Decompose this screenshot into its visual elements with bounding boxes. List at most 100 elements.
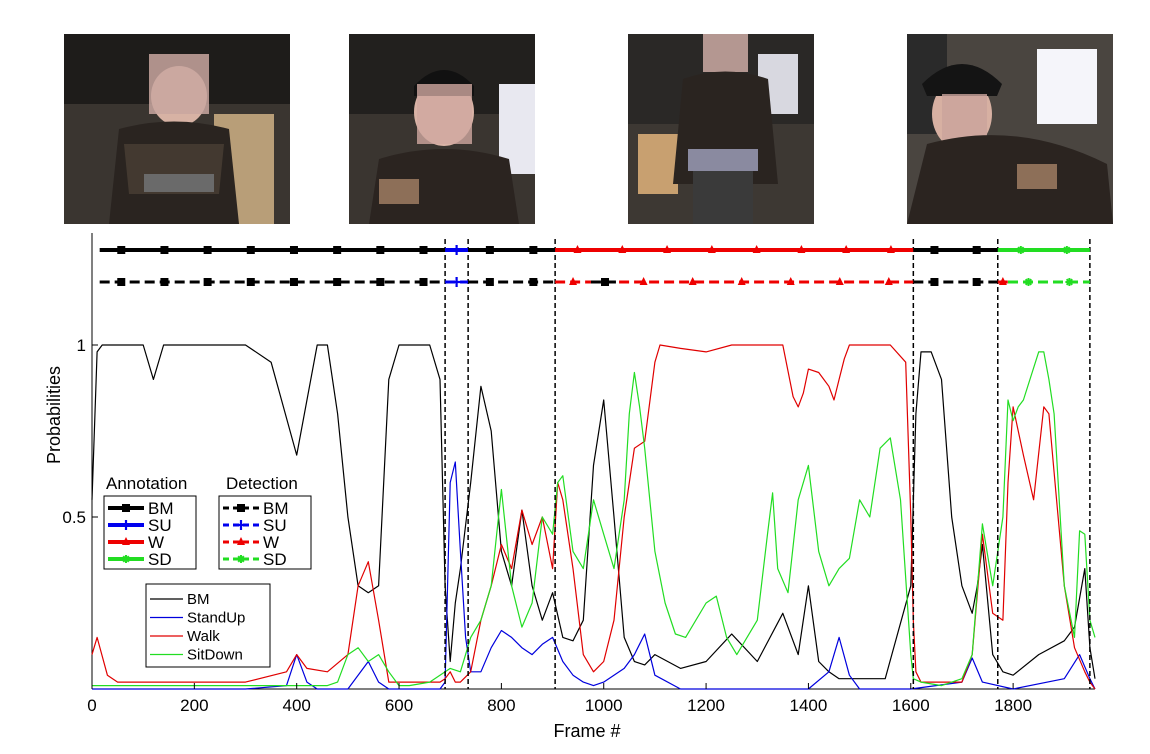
- frame-photo-2: [349, 34, 535, 224]
- x-tick-label: 800: [487, 696, 515, 715]
- series-legend-box: [145, 583, 271, 668]
- marker-square: [601, 278, 610, 286]
- marker-square: [485, 246, 494, 254]
- series-legend-label-sitdown: SitDown: [187, 647, 243, 664]
- x-axis-ticks: 0 200 400 600 800 1000 1200 1400 1600 1800: [87, 683, 1032, 715]
- series-line-standup: [92, 461, 1096, 690]
- marker-square: [376, 246, 385, 254]
- legend-label-sd: SD: [148, 550, 172, 569]
- marker-square: [246, 246, 255, 254]
- marker-square: [376, 278, 385, 286]
- marker-square: [160, 246, 169, 254]
- marker-triangle: [573, 245, 582, 253]
- marker-triangle: [886, 245, 895, 253]
- marker-triangle: [884, 277, 893, 285]
- marker-plus: [121, 520, 131, 530]
- marker-square: [160, 278, 169, 286]
- marker-triangle: [569, 277, 578, 285]
- legend-label-w: W: [148, 533, 164, 552]
- series-legend-label-walk: Walk: [187, 628, 220, 645]
- x-tick-label: 0: [87, 696, 96, 715]
- marker-square: [333, 246, 342, 254]
- marker-triangle: [752, 245, 761, 253]
- marker-square: [122, 504, 130, 512]
- annotation-detection-rows: [99, 245, 1090, 287]
- legend-label-bm: BM: [148, 499, 174, 518]
- x-tick-label: 1200: [687, 696, 725, 715]
- x-tick-label: 1800: [994, 696, 1032, 715]
- frame-photo-1: [64, 34, 290, 224]
- legend-detection-title: Detection: [226, 474, 298, 493]
- marker-plus: [236, 520, 246, 530]
- legend-label-bm: BM: [263, 499, 289, 518]
- marker-star: [1016, 246, 1025, 254]
- marker-square: [930, 278, 939, 286]
- marker-square: [333, 278, 342, 286]
- marker-square: [117, 246, 126, 254]
- marker-triangle: [707, 245, 716, 253]
- marker-triangle: [737, 277, 746, 285]
- series-line-sitdown: [92, 351, 1096, 687]
- marker-square: [419, 246, 428, 254]
- x-axis-title: Frame #: [553, 721, 620, 741]
- marker-triangle: [688, 277, 697, 285]
- marker-triangle: [618, 245, 627, 253]
- marker-star: [237, 555, 245, 563]
- marker-triangle: [835, 277, 844, 285]
- y-axis-title: Probabilities: [44, 366, 64, 464]
- marker-star: [122, 555, 130, 563]
- marker-square: [203, 246, 212, 254]
- legend-label-sd: SD: [263, 550, 287, 569]
- marker-square: [529, 246, 538, 254]
- marker-star: [1062, 246, 1071, 254]
- series-line-walk: [91, 344, 1096, 690]
- person-walking-photo-icon: [628, 34, 814, 224]
- marker-square: [485, 278, 494, 286]
- marker-square: [246, 278, 255, 286]
- marker-square: [930, 246, 939, 254]
- marker-square: [972, 278, 981, 286]
- series-legend-label-bm: BM: [187, 591, 210, 608]
- x-tick-label: 1600: [892, 696, 930, 715]
- marker-square: [419, 278, 428, 286]
- marker-triangle: [639, 277, 648, 285]
- marker-square: [289, 246, 298, 254]
- marker-star: [1024, 278, 1033, 286]
- marker-square: [117, 278, 126, 286]
- frame-photo-4: [907, 34, 1113, 224]
- marker-triangle: [786, 277, 795, 285]
- x-tick-label: 200: [180, 696, 208, 715]
- x-tick-label: 1000: [585, 696, 623, 715]
- y-tick-label: 0.5: [62, 508, 86, 527]
- x-tick-label: 400: [283, 696, 311, 715]
- marker-triangle: [122, 537, 130, 545]
- marker-plus: [451, 245, 462, 255]
- marker-triangle: [663, 245, 672, 253]
- marker-triangle: [842, 245, 851, 253]
- marker-triangle: [797, 245, 806, 253]
- series-line-bm: [91, 344, 1096, 680]
- person-sitting-down-photo-icon: [907, 34, 1113, 224]
- marker-plus: [451, 277, 462, 287]
- legend-annotation-title: Annotation: [106, 474, 187, 493]
- x-tick-label: 600: [385, 696, 413, 715]
- marker-square: [972, 246, 981, 254]
- frame-photo-3: [628, 34, 814, 224]
- marker-star: [1065, 278, 1074, 286]
- series-legend-label-standup: StandUp: [187, 610, 245, 627]
- marker-triangle: [237, 537, 245, 545]
- legend-label-w: W: [263, 533, 279, 552]
- marker-square: [203, 278, 212, 286]
- marker-square: [289, 278, 298, 286]
- legend-label-su: SU: [148, 516, 172, 535]
- marker-triangle: [998, 277, 1007, 285]
- person-sitting-photo-icon: [64, 34, 290, 224]
- marker-square: [529, 278, 538, 286]
- boundary-lines: [444, 239, 1091, 689]
- legend-label-su: SU: [263, 516, 287, 535]
- x-tick-label: 1400: [790, 696, 828, 715]
- series-layer: [91, 344, 1096, 690]
